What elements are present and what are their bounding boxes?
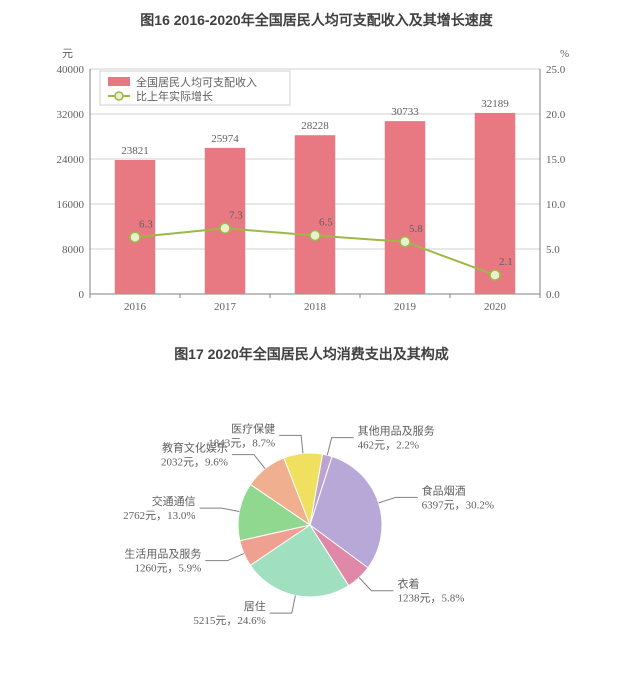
svg-text:%: % bbox=[560, 48, 569, 60]
pie-label: 医疗保健 bbox=[231, 421, 275, 435]
bar bbox=[385, 121, 426, 294]
chart-expenditure-svg: 其他用品及服务 462元，2.2% 食品烟酒 6397元，30.2% 衣着 1238元，5… bbox=[10, 370, 610, 670]
svg-text:40000: 40000 bbox=[57, 64, 85, 76]
legend: 全国居民人均可支配收入比上年实际增长 bbox=[100, 71, 290, 105]
chart-income-svg: 0 8000 16000 24000 32000 40000 0.0 5.0 10.0 15.0 2… bbox=[30, 34, 590, 324]
svg-text:16000: 16000 bbox=[57, 199, 85, 211]
svg-text:2020: 2020 bbox=[484, 301, 507, 313]
svg-text:元: 元 bbox=[62, 48, 73, 60]
svg-text:2019: 2019 bbox=[394, 301, 417, 313]
svg-text:8000: 8000 bbox=[62, 244, 85, 256]
svg-text:6.5: 6.5 bbox=[319, 217, 333, 229]
chart-expenditure: 图17 2020年全国居民人均消费支出及其构成 其他用品及服务 462元，2.2%… bbox=[0, 329, 623, 680]
svg-text:全国居民人均可支配收入: 全国居民人均可支配收入 bbox=[136, 75, 257, 89]
svg-text:比上年实际增长: 比上年实际增长 bbox=[136, 89, 213, 103]
pie-label-value: 1260元，5.9% bbox=[134, 563, 201, 575]
pie-label: 生活用品及服务 bbox=[124, 547, 201, 561]
pie-label-value: 2762元，13.0% bbox=[123, 510, 195, 522]
pie-label-value: 2032元，9.6% bbox=[161, 457, 228, 469]
svg-text:2016: 2016 bbox=[124, 301, 147, 313]
pie-label: 交通通信 bbox=[152, 494, 196, 508]
svg-text:2017: 2017 bbox=[214, 301, 237, 313]
chart-income-title: 图16 2016-2020年全国居民人均可支配收入及其增长速度 bbox=[30, 10, 603, 30]
pie-label: 食品烟酒 bbox=[422, 483, 466, 497]
svg-text:5.8: 5.8 bbox=[409, 223, 423, 235]
svg-text:5.0: 5.0 bbox=[546, 244, 560, 256]
chart-expenditure-title: 图17 2020年全国居民人均消费支出及其构成 bbox=[10, 344, 613, 364]
pie-label-value: 1238元，5.8% bbox=[397, 593, 464, 605]
svg-text:28228: 28228 bbox=[301, 120, 329, 132]
svg-text:10.0: 10.0 bbox=[546, 199, 566, 211]
bar bbox=[295, 135, 336, 294]
svg-text:15.0: 15.0 bbox=[546, 154, 566, 166]
svg-text:30733: 30733 bbox=[391, 106, 419, 118]
svg-text:0: 0 bbox=[79, 289, 85, 301]
pie-label: 衣着 bbox=[397, 577, 419, 591]
svg-text:7.3: 7.3 bbox=[229, 209, 243, 221]
chart-income: 图16 2016-2020年全国居民人均可支配收入及其增长速度 0 8000 160… bbox=[0, 0, 623, 329]
svg-text:0.0: 0.0 bbox=[546, 289, 560, 301]
pie-label-value: 462元，2.2% bbox=[358, 440, 419, 452]
svg-text:24000: 24000 bbox=[57, 154, 85, 166]
pie-label: 其他用品及服务 bbox=[358, 425, 435, 438]
pie-label: 居住 bbox=[244, 599, 266, 613]
pie-label-value: 5215元，24.6% bbox=[193, 615, 265, 627]
svg-text:20.0: 20.0 bbox=[546, 109, 566, 121]
svg-text:25.0: 25.0 bbox=[546, 64, 566, 76]
svg-text:6.3: 6.3 bbox=[139, 218, 153, 230]
svg-text:32000: 32000 bbox=[57, 109, 85, 121]
svg-text:25974: 25974 bbox=[211, 133, 239, 145]
svg-text:2.1: 2.1 bbox=[499, 256, 513, 268]
pie-label-value: 1843元，8.7% bbox=[208, 437, 275, 449]
pie-label-value: 6397元，30.2% bbox=[422, 499, 494, 511]
svg-text:23821: 23821 bbox=[121, 145, 149, 157]
svg-text:2018: 2018 bbox=[304, 301, 327, 313]
svg-text:32189: 32189 bbox=[481, 98, 509, 110]
